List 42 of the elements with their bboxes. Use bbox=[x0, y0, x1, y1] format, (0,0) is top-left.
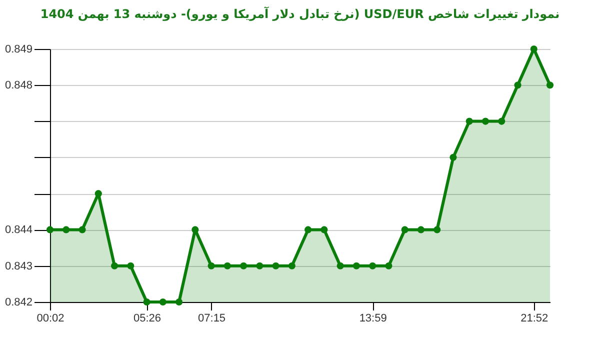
point bbox=[143, 298, 150, 306]
point bbox=[110, 262, 118, 270]
point bbox=[62, 226, 70, 234]
point bbox=[385, 262, 392, 270]
x-tick-label: 13:59 bbox=[359, 312, 387, 324]
point bbox=[208, 262, 215, 270]
point bbox=[127, 262, 134, 270]
point bbox=[94, 190, 102, 198]
point bbox=[224, 262, 231, 270]
x-tick-label: 00:02 bbox=[36, 312, 64, 324]
point bbox=[498, 118, 506, 125]
chart-title: نمودار تغییرات شاخص USD/EUR (نرخ تبادل دلار آمریکا و یورو)- دوشنبه 13 بهمن 1404 bbox=[40, 6, 560, 21]
point bbox=[336, 262, 344, 270]
point bbox=[514, 82, 522, 89]
y-tick-label: 0.842 bbox=[4, 296, 32, 308]
point bbox=[159, 298, 166, 306]
point bbox=[417, 226, 425, 234]
point bbox=[434, 226, 441, 234]
point bbox=[546, 82, 554, 89]
point bbox=[288, 262, 296, 270]
point bbox=[450, 154, 457, 161]
point bbox=[192, 226, 199, 234]
point bbox=[401, 226, 408, 234]
point bbox=[46, 226, 54, 234]
point bbox=[466, 118, 473, 125]
y-tick-label: 0.844 bbox=[4, 224, 32, 236]
y-tick-label: 0.843 bbox=[4, 260, 32, 272]
point bbox=[240, 262, 248, 270]
point bbox=[352, 262, 360, 270]
point bbox=[272, 262, 280, 270]
point bbox=[369, 262, 376, 270]
x-tick-label: 21:52 bbox=[520, 312, 548, 324]
point bbox=[482, 118, 490, 125]
x-tick-label: 05:26 bbox=[134, 312, 162, 324]
point bbox=[78, 226, 86, 234]
point bbox=[256, 262, 264, 270]
y-tick-label: 0.849 bbox=[4, 44, 32, 56]
x-tick-label: 07:15 bbox=[198, 312, 226, 324]
point bbox=[320, 226, 328, 234]
point bbox=[175, 298, 183, 306]
y-tick-label: 0.848 bbox=[4, 80, 32, 92]
point bbox=[304, 226, 312, 234]
